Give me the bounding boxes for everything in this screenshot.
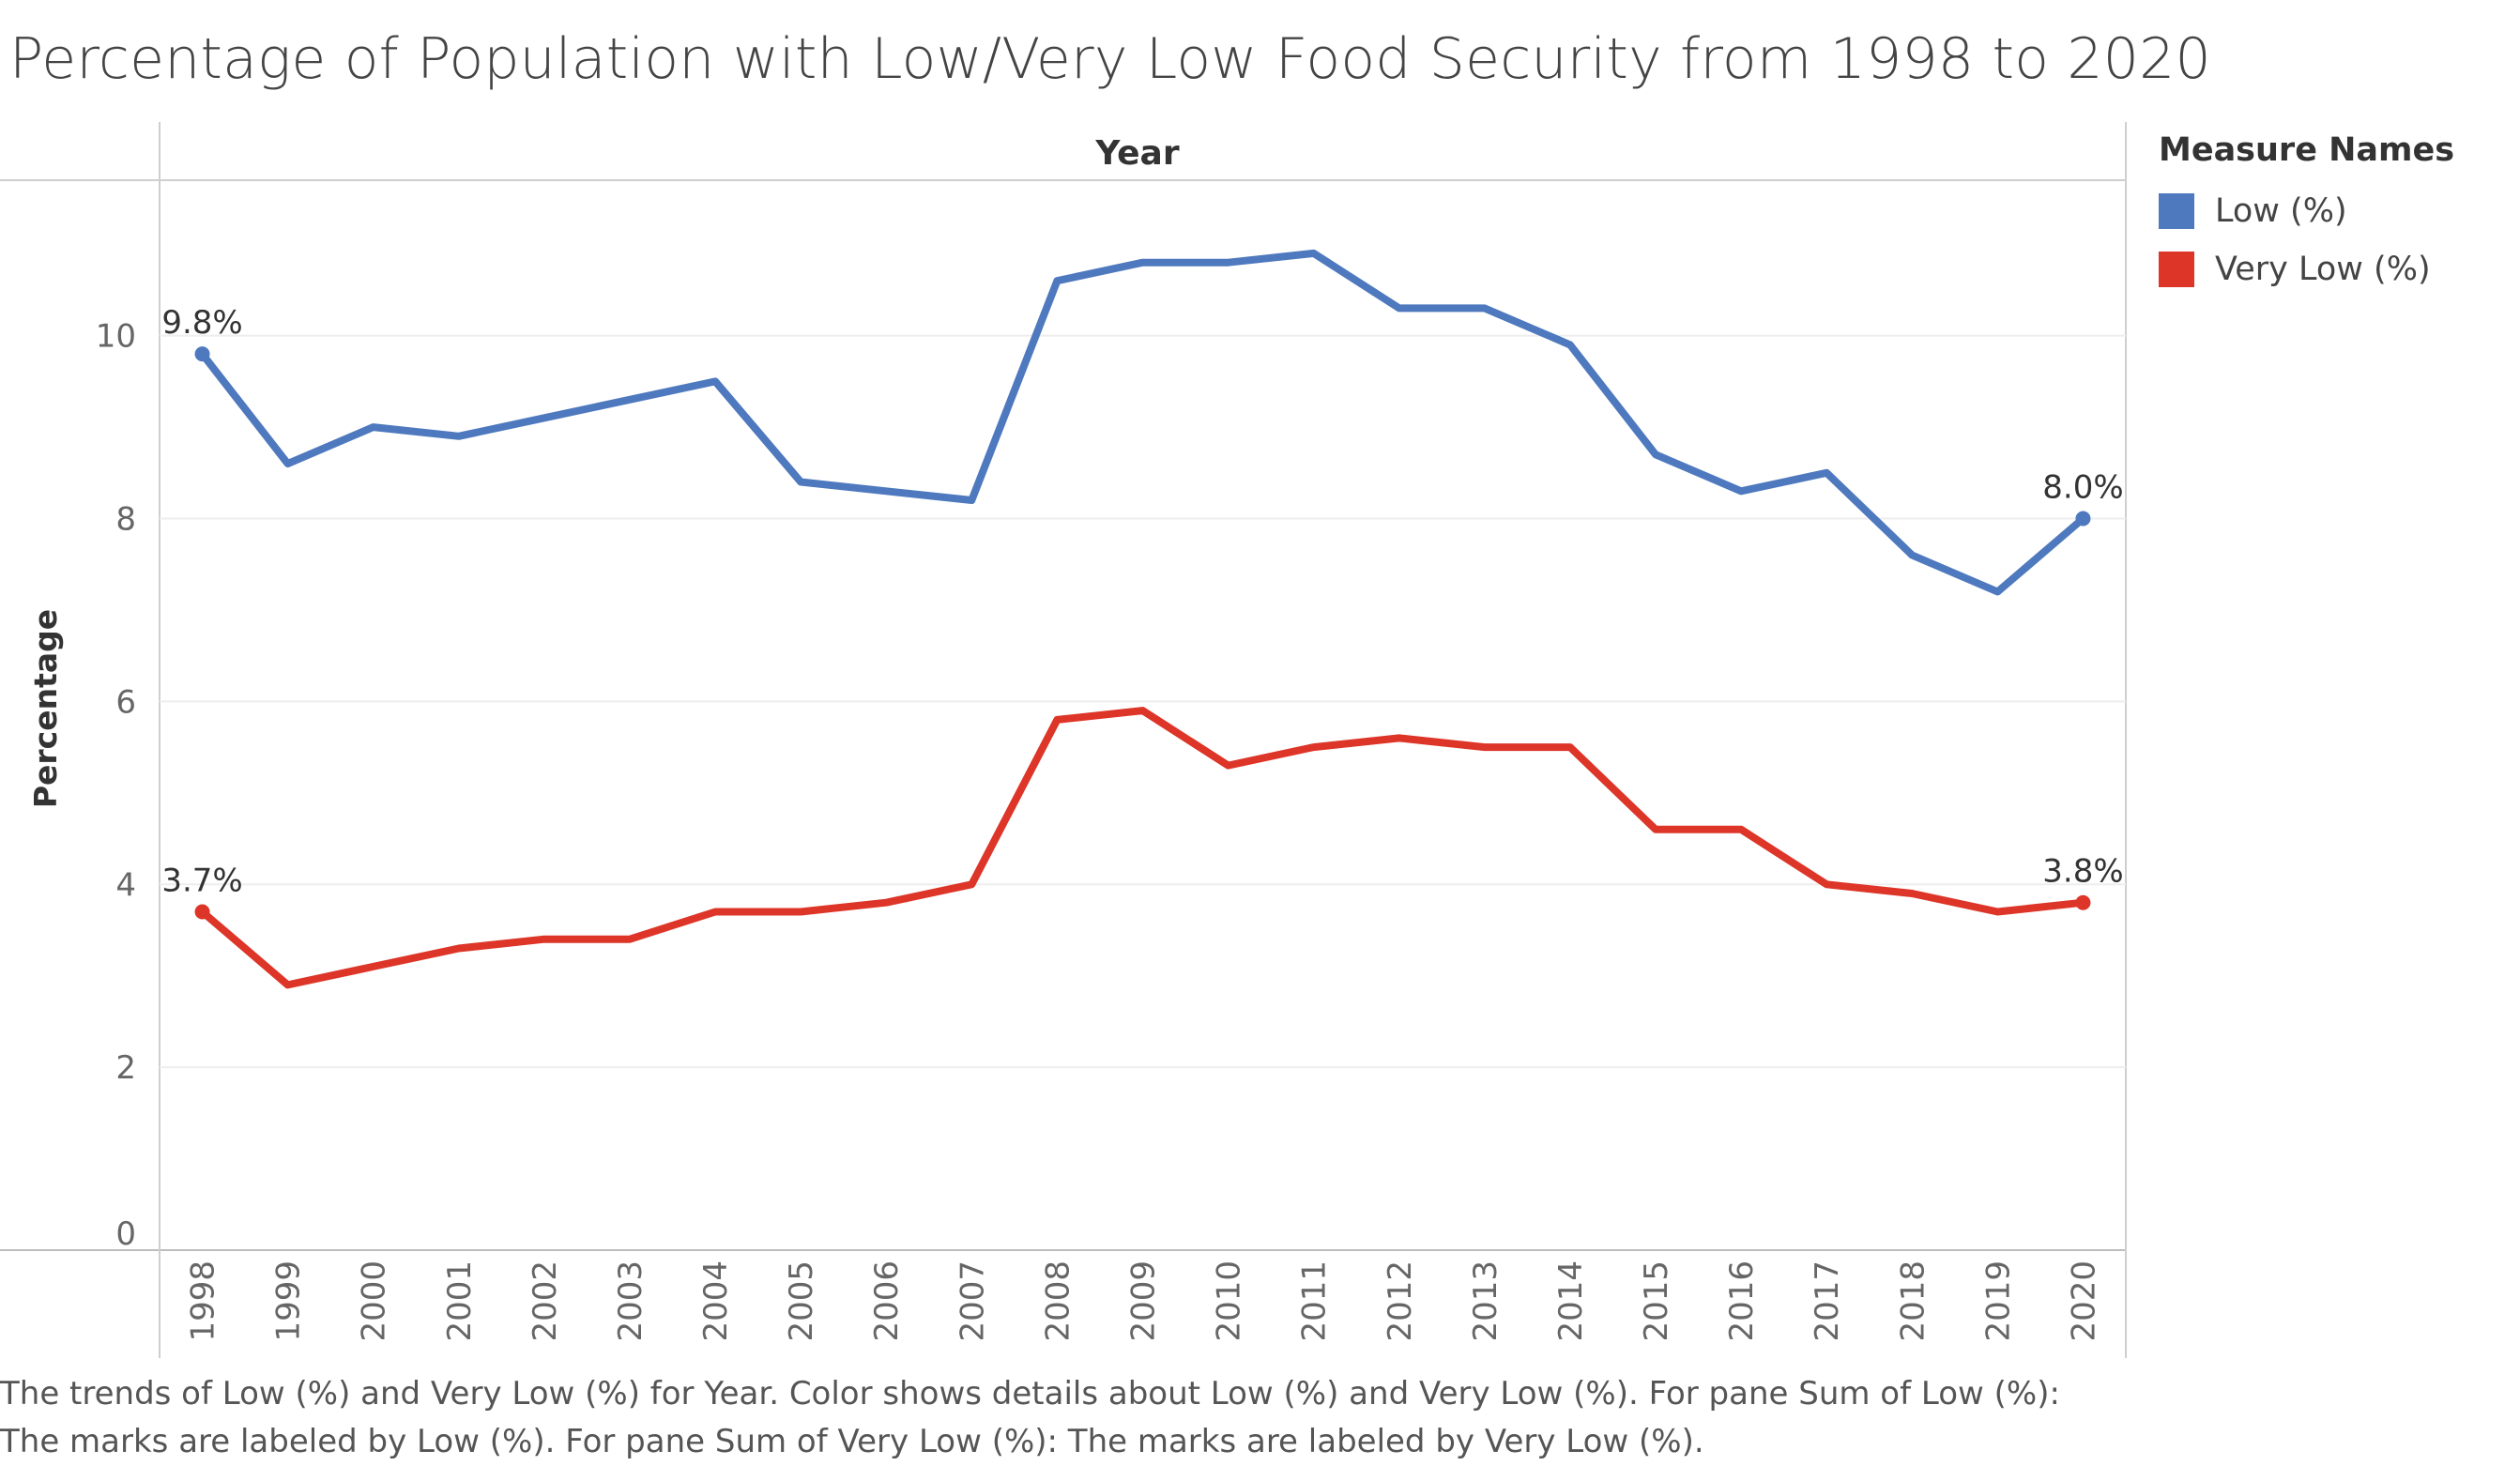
y-tick-label: 10 bbox=[96, 318, 136, 356]
y-tick-label: 0 bbox=[115, 1215, 136, 1253]
chart-caption: The trends of Low (%) and Very Low (%) f… bbox=[0, 1370, 2159, 1466]
x-tick-label: 2006 bbox=[868, 1260, 906, 1342]
x-tick-label: 2011 bbox=[1296, 1260, 1334, 1342]
x-tick-label: 2019 bbox=[1979, 1260, 2017, 1342]
series-line-1 bbox=[198, 707, 2087, 989]
y-tick-label: 6 bbox=[115, 683, 136, 721]
x-tick-label: 2015 bbox=[1638, 1260, 1675, 1342]
y-tick-label: 2 bbox=[115, 1049, 136, 1087]
x-tick-label: 2002 bbox=[527, 1260, 564, 1342]
y-axis-label: Percentage bbox=[27, 609, 64, 808]
x-tick-label: 2003 bbox=[612, 1260, 649, 1342]
legend-swatch-low bbox=[2159, 193, 2194, 229]
y-tick-label: 8 bbox=[115, 501, 136, 539]
x-tick-label: 2017 bbox=[1809, 1260, 1846, 1342]
data-point bbox=[2075, 511, 2091, 527]
x-tick-label: 2008 bbox=[1039, 1260, 1077, 1342]
x-tick-label: 2007 bbox=[954, 1260, 991, 1342]
data-label: 8.0% bbox=[2042, 469, 2123, 507]
x-tick-label: 1998 bbox=[185, 1260, 222, 1342]
series-line-0 bbox=[198, 249, 2087, 596]
x-tick-label: 2012 bbox=[1382, 1260, 1419, 1342]
x-tick-label: 2020 bbox=[2065, 1260, 2102, 1342]
data-point bbox=[194, 904, 210, 920]
x-tick-label: 2001 bbox=[441, 1260, 479, 1342]
x-tick-label: 2000 bbox=[356, 1260, 393, 1342]
data-label: 9.8% bbox=[161, 304, 242, 342]
data-label: 3.8% bbox=[2042, 853, 2123, 891]
legend-item-low[interactable]: Low (%) bbox=[2159, 182, 2454, 240]
y-tick-label: 4 bbox=[115, 866, 136, 904]
x-tick-label: 2010 bbox=[1211, 1260, 1248, 1342]
x-tick-label: 2004 bbox=[697, 1260, 735, 1342]
legend: Measure Names Low (%) Very Low (%) bbox=[2159, 131, 2454, 298]
x-tick-label: 1999 bbox=[270, 1260, 308, 1342]
x-tick-label: 2014 bbox=[1552, 1260, 1590, 1342]
x-tick-label: 2005 bbox=[783, 1260, 820, 1342]
legend-item-very-low[interactable]: Very Low (%) bbox=[2159, 240, 2454, 298]
legend-label-low: Low (%) bbox=[2215, 192, 2347, 230]
data-point bbox=[2075, 894, 2091, 910]
legend-title: Measure Names bbox=[2159, 131, 2455, 169]
data-label: 3.7% bbox=[161, 862, 242, 899]
x-tick-label: 2009 bbox=[1125, 1260, 1163, 1342]
column-header: Year bbox=[1094, 134, 1179, 173]
legend-label-very-low: Very Low (%) bbox=[2215, 251, 2431, 288]
data-point bbox=[194, 346, 210, 362]
legend-swatch-very-low bbox=[2159, 252, 2194, 287]
x-tick-label: 2018 bbox=[1894, 1260, 1932, 1342]
caption-line-2: The marks are labeled by Low (%). For pa… bbox=[0, 1423, 1704, 1460]
x-tick-label: 2016 bbox=[1723, 1260, 1761, 1342]
chart-title: Percentage of Population with Low/Very L… bbox=[9, 26, 2211, 92]
x-tick-label: 2013 bbox=[1467, 1260, 1504, 1342]
caption-line-1: The trends of Low (%) and Very Low (%) f… bbox=[0, 1375, 2060, 1413]
